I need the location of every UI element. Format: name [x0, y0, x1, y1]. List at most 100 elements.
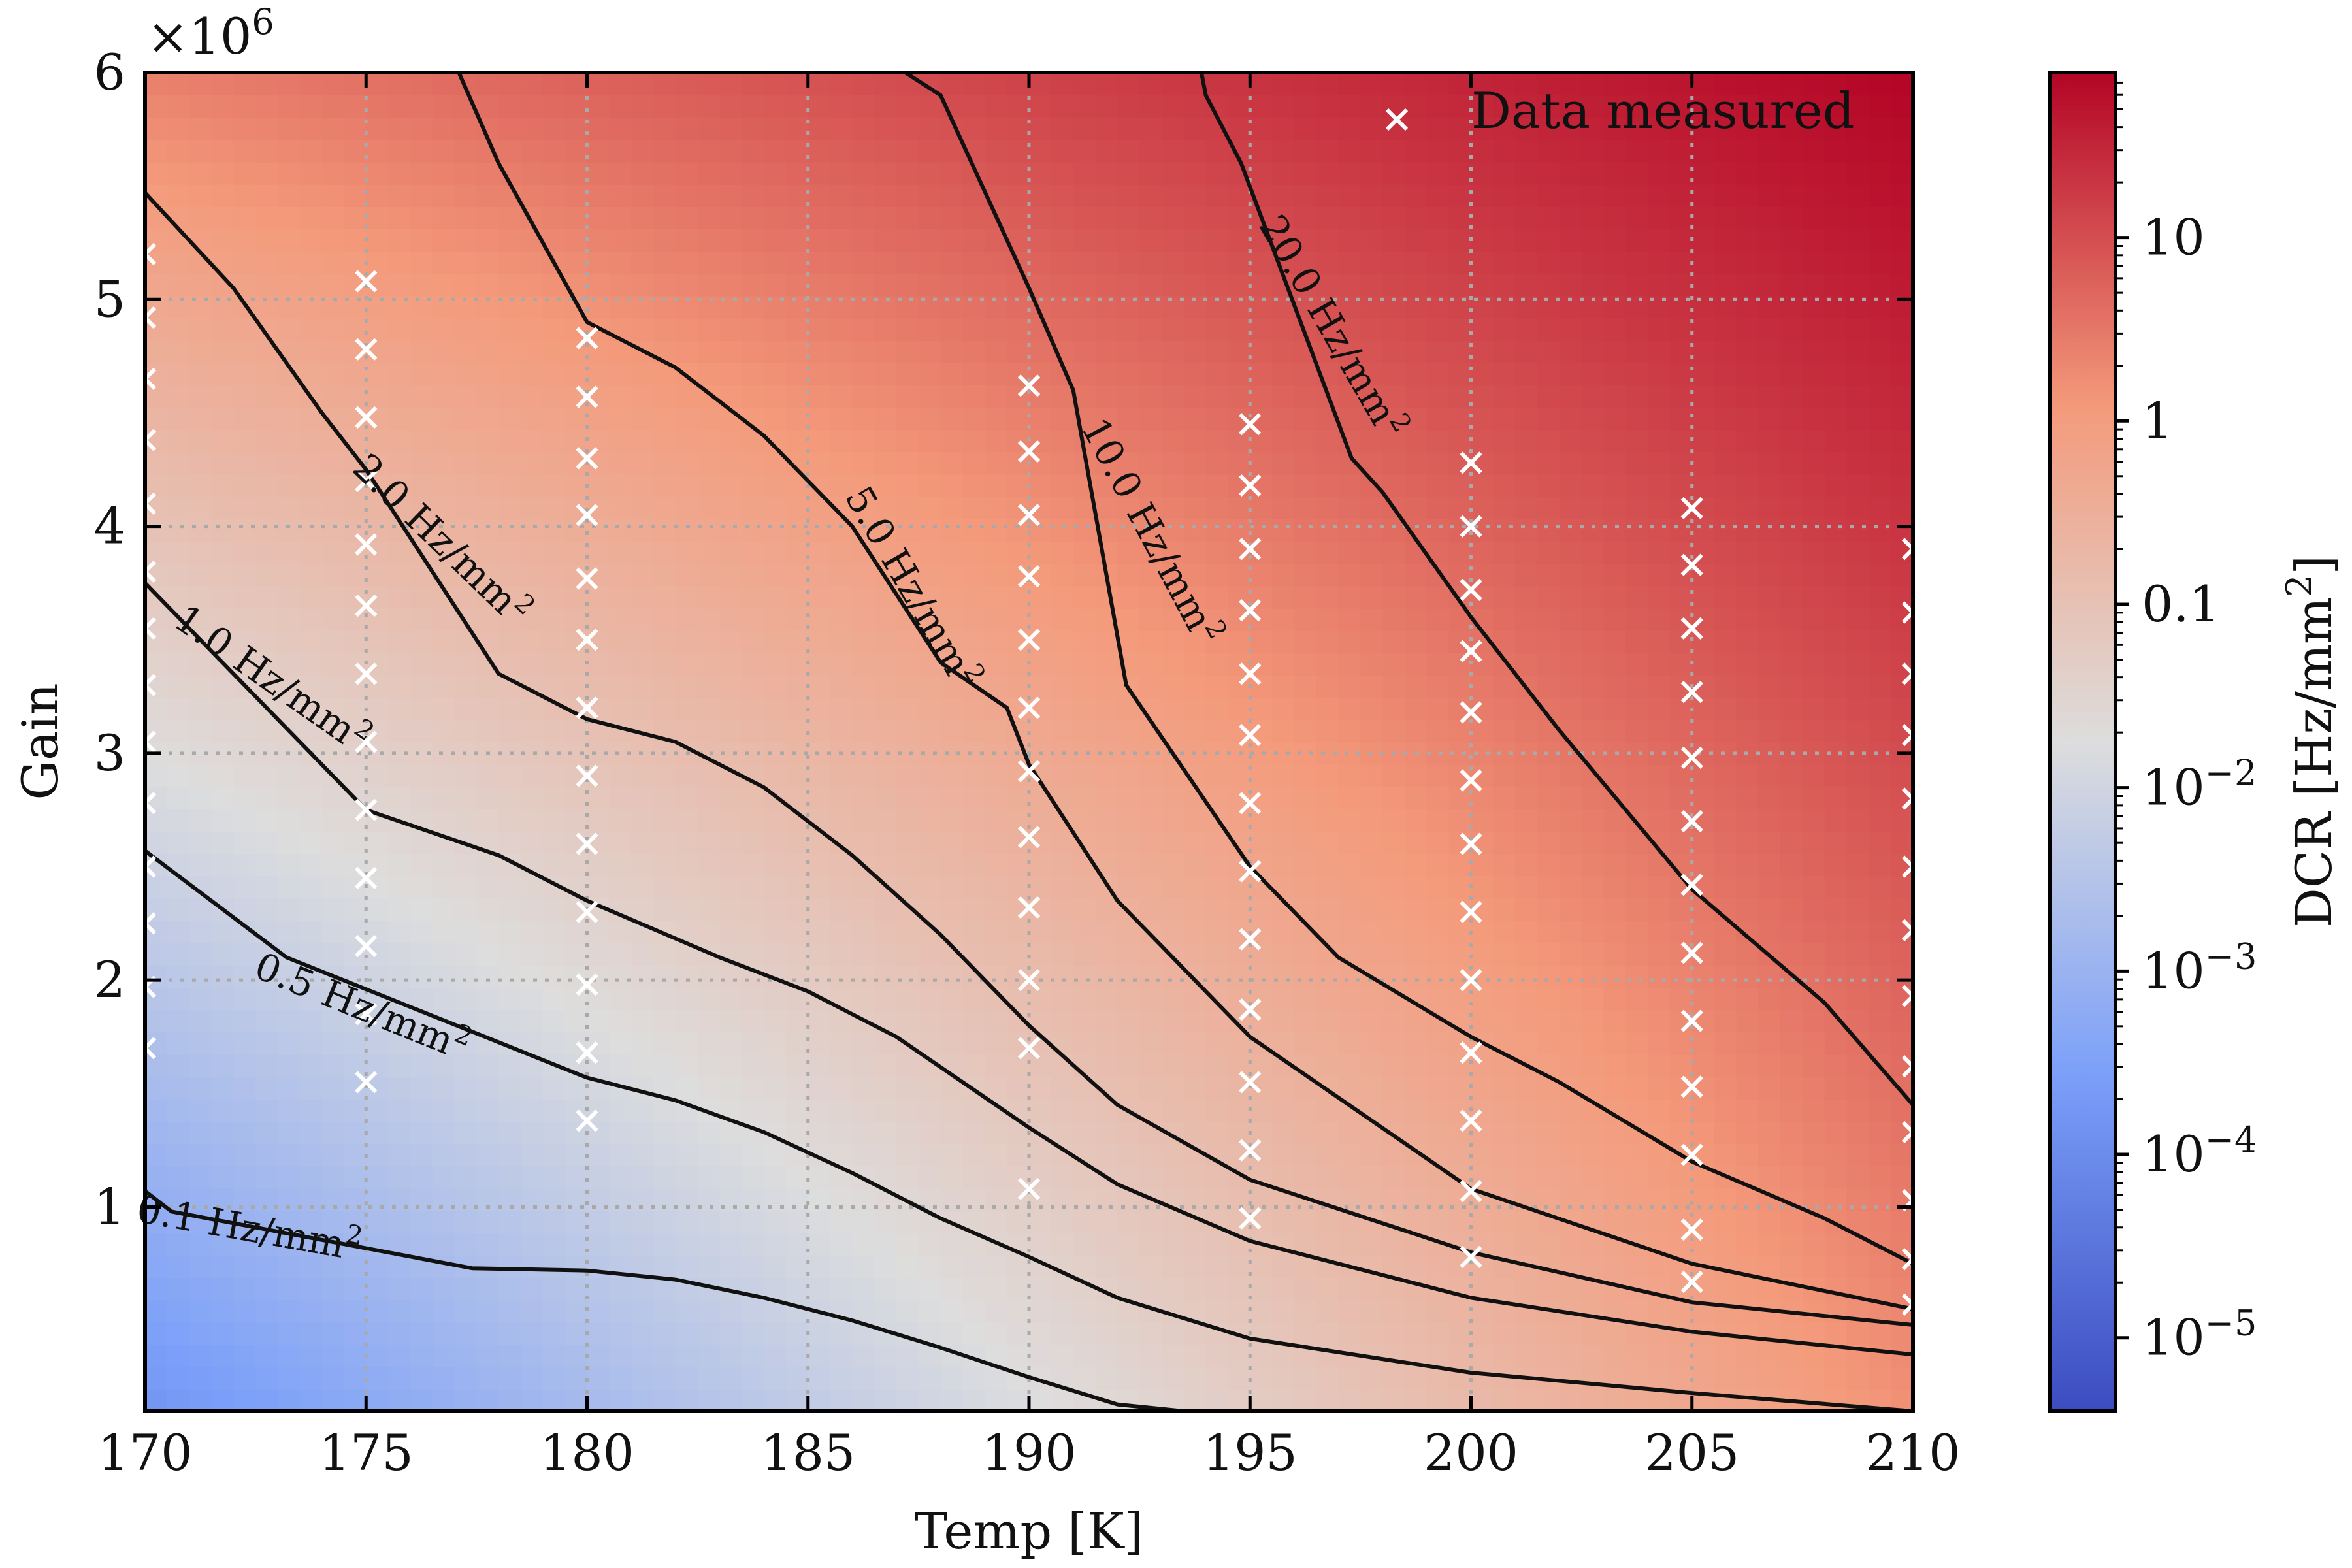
heatmap-cell	[1205, 251, 1229, 274]
heatmap-cell	[1338, 1032, 1362, 1055]
heatmap-cell	[1758, 363, 1781, 386]
heatmap-cell	[1117, 719, 1141, 743]
heatmap-cell	[410, 407, 433, 431]
heatmap-cell	[1691, 229, 1715, 252]
heatmap-cell	[1846, 585, 1870, 609]
heatmap-cell	[1471, 206, 1494, 229]
heatmap-cell	[1360, 73, 1384, 96]
heatmap-cell	[1846, 1143, 1870, 1167]
heatmap-cell	[498, 987, 521, 1011]
heatmap-cell	[542, 786, 566, 809]
heatmap-cell	[1758, 73, 1781, 96]
heatmap-cell	[1272, 1076, 1295, 1100]
heatmap-cell	[830, 139, 853, 163]
heatmap-cell	[1272, 965, 1295, 988]
heatmap-cell	[1051, 451, 1074, 475]
heatmap-cell	[1162, 519, 1184, 542]
heatmap-cell	[852, 117, 875, 140]
heatmap-cell	[609, 273, 632, 297]
heatmap-cell	[1029, 117, 1052, 140]
heatmap-cell	[1095, 764, 1119, 787]
heatmap-cell	[1007, 117, 1030, 140]
heatmap-cell	[1537, 1166, 1560, 1189]
heatmap-cell	[388, 719, 411, 743]
heatmap-cell	[1802, 161, 1825, 185]
heatmap-cell	[255, 831, 278, 855]
heatmap-cell	[189, 385, 212, 408]
heatmap-cell	[498, 95, 521, 118]
heatmap-cell	[255, 1344, 278, 1367]
heatmap-cell	[874, 965, 897, 988]
heatmap-cell	[1515, 229, 1538, 252]
heatmap-cell	[542, 385, 566, 408]
heatmap-cell	[1183, 139, 1207, 163]
heatmap-cell	[189, 95, 212, 118]
heatmap-cell	[1382, 251, 1405, 274]
heatmap-cell	[1824, 675, 1848, 698]
heatmap-cell	[1891, 251, 1913, 274]
heatmap-cell	[1183, 630, 1207, 653]
heatmap-cell	[167, 965, 190, 988]
heatmap-cell	[388, 251, 411, 274]
heatmap-cell	[476, 1277, 500, 1301]
heatmap-cell	[1073, 630, 1096, 653]
heatmap-cell	[321, 385, 345, 408]
heatmap-cell	[1471, 786, 1494, 809]
heatmap-cell	[299, 1299, 323, 1323]
heatmap-cell	[985, 1009, 1008, 1033]
heatmap-cell	[1228, 474, 1251, 497]
heatmap-cell	[830, 563, 853, 587]
heatmap-cell	[1824, 786, 1848, 809]
heatmap-cell	[1669, 184, 1693, 207]
heatmap-cell	[1294, 251, 1317, 274]
heatmap-cell	[167, 184, 190, 207]
data-point-marker	[1680, 1143, 1703, 1166]
heatmap-cell	[1581, 1322, 1605, 1345]
heatmap-cell	[609, 1210, 632, 1233]
heatmap-cell	[1736, 117, 1759, 140]
heatmap-cell	[808, 1210, 831, 1233]
heatmap-cell	[1228, 95, 1251, 118]
heatmap-cell	[1891, 1232, 1913, 1256]
heatmap-cell	[1073, 875, 1096, 899]
heatmap-cell	[498, 786, 521, 809]
heatmap-cell	[167, 451, 190, 475]
heatmap-cell	[278, 1098, 301, 1122]
heatmap-cell	[1250, 831, 1273, 855]
heatmap-cell	[1073, 139, 1096, 163]
heatmap-cell	[454, 385, 478, 408]
heatmap-cell	[1581, 987, 1605, 1011]
heatmap-cell	[896, 519, 919, 542]
heatmap-cell	[1648, 429, 1671, 453]
heatmap-cell	[1869, 95, 1892, 118]
heatmap-cell	[1316, 987, 1339, 1011]
heatmap-cell	[940, 563, 964, 587]
heatmap-cell	[808, 73, 831, 96]
heatmap-cell	[940, 73, 964, 96]
data-point-marker	[355, 533, 378, 556]
heatmap-cell	[1426, 898, 1450, 921]
heatmap-cell	[1891, 608, 1913, 631]
heatmap-cell	[830, 1322, 853, 1345]
heatmap-cell	[321, 229, 345, 252]
heatmap-cell	[167, 942, 190, 966]
heatmap-cell	[1405, 809, 1428, 832]
heatmap-cell	[1405, 1255, 1428, 1279]
heatmap-cell	[1448, 1344, 1472, 1367]
heatmap-cell	[1537, 1143, 1560, 1167]
heatmap-cell	[675, 831, 698, 855]
heatmap-cell	[432, 875, 455, 899]
heatmap-cell	[233, 585, 257, 609]
heatmap-cell	[1250, 809, 1273, 832]
heatmap-cell	[1205, 853, 1229, 877]
heatmap-cell	[1669, 73, 1693, 96]
heatmap-cell	[1559, 273, 1582, 297]
heatmap-cell	[521, 184, 544, 207]
heatmap-cell	[1648, 340, 1671, 363]
heatmap-cell	[697, 139, 721, 163]
heatmap-cell	[1824, 1322, 1848, 1345]
heatmap-cell	[498, 1366, 521, 1390]
heatmap-cell	[1073, 652, 1096, 676]
heatmap-cell	[366, 1366, 389, 1390]
heatmap-cell	[211, 161, 235, 185]
